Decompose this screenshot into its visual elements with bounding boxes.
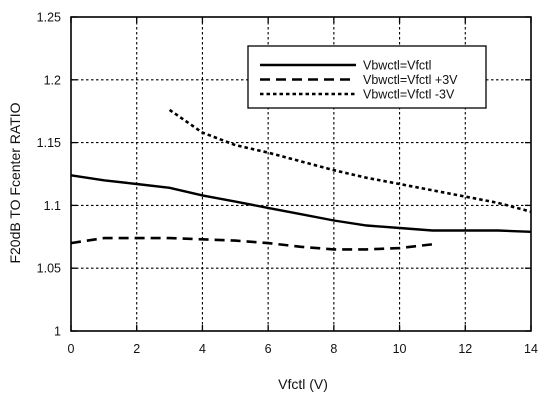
x-tick-label: 2 [133,342,140,356]
y-tick-label: 1.2 [44,73,61,87]
x-tick-label: 4 [199,342,206,356]
legend-box [247,45,487,109]
y-tick-label: 1.25 [37,11,61,25]
x-tick-label: 10 [393,342,407,356]
x-tick-labels: 0 2 4 6 8 10 12 14 [68,342,538,356]
series-layer [70,108,532,251]
y-tick-label: 1.05 [37,262,61,276]
y-tick-labels: 1 1.05 1.1 1.15 1.2 1.25 [37,11,61,339]
y-tick-label: 1.15 [37,136,61,150]
x-tick-label: 14 [524,342,538,356]
legend-label-3: Vbwctl=Vfctl -3V [363,88,455,102]
y-tick-label: 1.1 [44,199,61,213]
plot-frame [70,16,532,332]
series-line-1 [70,174,532,233]
x-tick-label: 8 [330,342,337,356]
legend-label-2: Vbwctl=Vfctl +3V [363,73,458,87]
series-line-2 [70,236,433,251]
legend-label-1: Vbwctl=Vfctl [363,59,431,73]
x-axis-title: Vfctl (V) [278,376,328,392]
x-tick-label: 6 [265,342,272,356]
x-tick-label: 12 [458,342,472,356]
x-tick-label: 0 [68,342,75,356]
y-axis-title: F20dB TO Fcenter RATIO [7,102,23,263]
ticks [70,16,532,332]
y-tick-label: 1 [54,325,61,339]
